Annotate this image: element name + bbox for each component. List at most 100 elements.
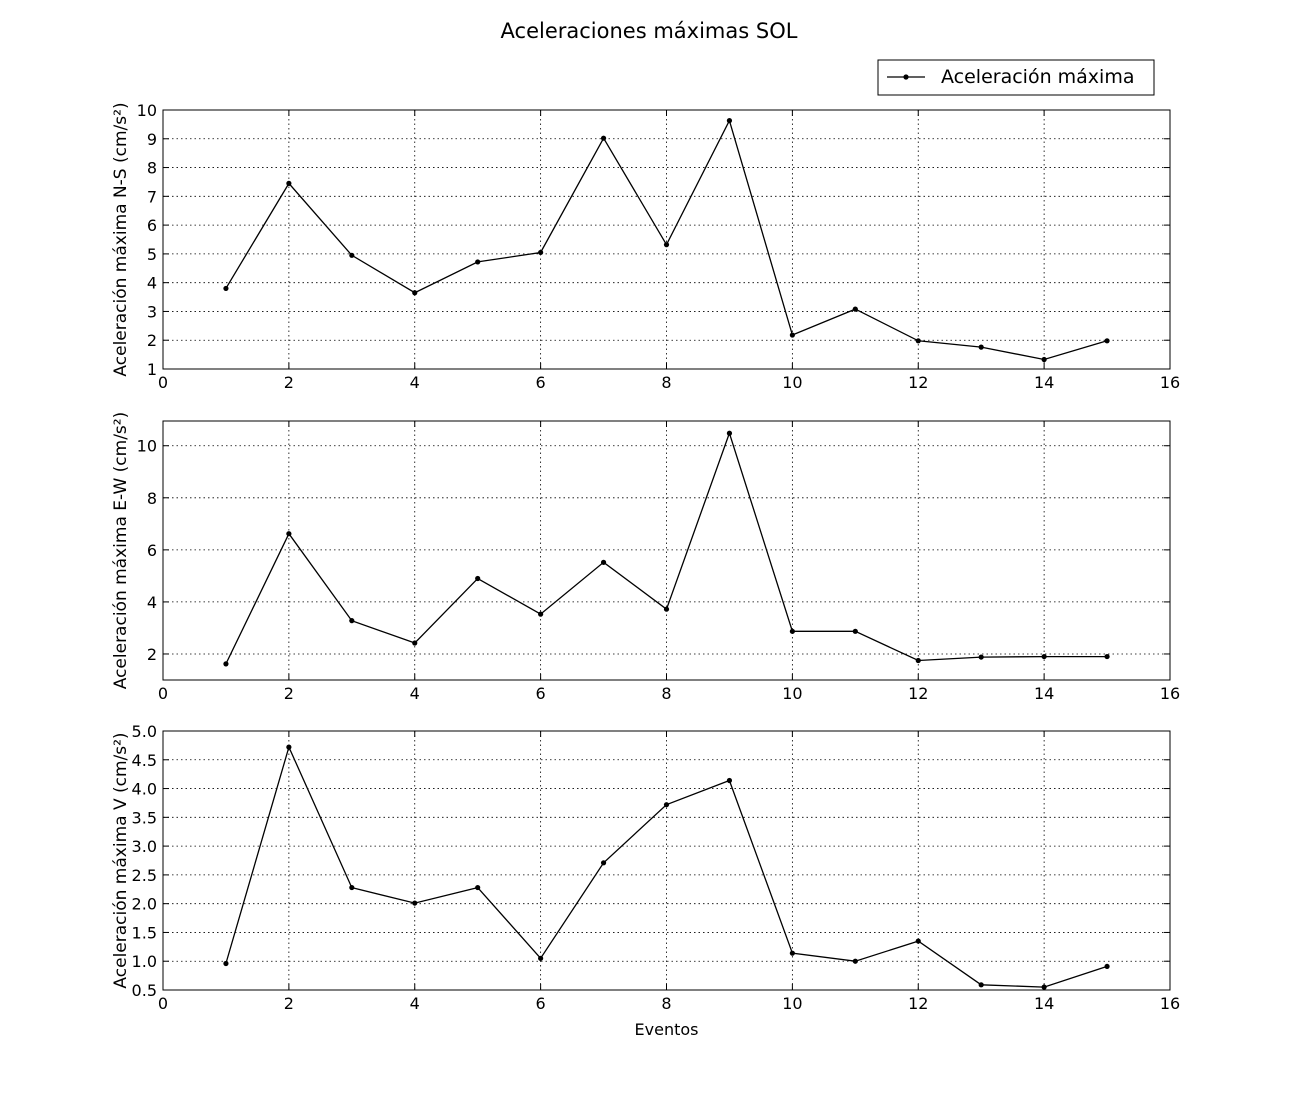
ew-x-tick-label: 8 <box>661 684 671 703</box>
ew-data-point <box>1041 653 1047 660</box>
ns-x-tick-label: 2 <box>284 373 294 392</box>
v-y-tick-label: 1.0 <box>132 952 157 971</box>
v-y-tick-label: 4.5 <box>132 751 157 770</box>
ew-data-point <box>412 640 418 646</box>
ew-data-point <box>663 606 670 612</box>
v-data-point <box>1104 963 1110 970</box>
legend-label: Aceleración máxima <box>941 66 1134 88</box>
ns-x-tick-label: 16 <box>1160 373 1180 392</box>
ew-data-point <box>600 559 607 565</box>
ns-data-point <box>663 242 670 248</box>
v-y-tick-label: 3.5 <box>132 808 157 827</box>
ew-acceleration-panel: 0 2 4 6 8 10 12 14 16 2 4 6 8 10 Aceleración máxima E-… <box>111 412 1180 703</box>
ns-x-tick-label: 6 <box>536 373 546 392</box>
ns-y-tick-label: 2 <box>147 331 157 350</box>
vertical-acceleration-panel: 0 2 4 6 8 10 12 14 16 0.5 1.0 1.5 2.0 2.5 3.0 3.5 4.0 4.5… <box>111 722 1180 1039</box>
ew-axes-frame <box>162 420 1171 681</box>
ns-data-point <box>286 180 292 186</box>
v-data-point <box>475 884 481 891</box>
v-y-tick-label: 2.0 <box>132 895 157 914</box>
v-data-point <box>789 950 795 956</box>
v-data-point <box>223 960 229 967</box>
v-y-tick-label: 5.0 <box>132 722 157 741</box>
v-data-point <box>1041 984 1047 990</box>
ns-data-point <box>789 332 795 338</box>
legend-marker-sample <box>903 74 909 80</box>
ew-y-tick-label: 4 <box>147 593 157 612</box>
v-y-tick-label: 0.5 <box>132 981 157 1000</box>
v-x-tick-label: 16 <box>1160 994 1180 1013</box>
v-x-tick-label: 6 <box>536 994 546 1013</box>
ew-y-axis-label: Aceleración máxima E-W (cm/s²) <box>111 412 131 690</box>
ns-data-point <box>475 259 481 265</box>
ns-x-tick-label: 4 <box>410 373 420 392</box>
ew-data-point <box>852 628 858 634</box>
ew-x-tick-label: 12 <box>908 684 928 703</box>
ew-x-tick-label: 2 <box>284 684 294 703</box>
v-x-tick-label: 8 <box>661 994 671 1013</box>
ns-y-tick-label: 10 <box>137 101 157 120</box>
v-y-tick-label: 4.0 <box>132 780 157 799</box>
ns-data-point <box>915 338 921 344</box>
ns-x-tick-label: 14 <box>1034 373 1054 392</box>
v-x-tick-label: 4 <box>410 994 420 1013</box>
v-data-point <box>663 802 670 808</box>
ew-x-tick-label: 10 <box>782 684 802 703</box>
v-data-point <box>978 982 984 988</box>
v-data-point <box>412 900 418 906</box>
v-data-point <box>726 777 733 784</box>
ns-data-point <box>1041 356 1047 363</box>
v-y-tick-label: 2.5 <box>132 866 157 885</box>
ew-data-point <box>349 618 355 624</box>
ew-data-point <box>475 575 481 582</box>
ns-data-point <box>600 135 607 141</box>
ew-data-point <box>1104 653 1110 660</box>
ns-y-tick-label: 4 <box>147 274 157 293</box>
v-axes-frame <box>162 730 1171 991</box>
v-data-point <box>852 958 858 964</box>
ns-data-point <box>349 252 355 258</box>
v-data-point <box>349 884 355 891</box>
ns-y-axis-label: Aceleración máxima N-S (cm/s²) <box>111 102 131 376</box>
ns-data-point <box>852 306 858 312</box>
ew-data-point <box>978 654 984 660</box>
v-x-axis-label: Eventos <box>635 1020 699 1039</box>
ns-y-tick-label: 1 <box>147 360 157 379</box>
ns-y-tick-label: 5 <box>147 245 157 264</box>
ns-x-tick-label: 0 <box>158 373 168 392</box>
figure-title: Aceleraciones máximas SOL <box>501 19 798 43</box>
ns-x-tick-label: 10 <box>782 373 802 392</box>
v-y-tick-label: 3.0 <box>132 837 157 856</box>
ns-y-tick-label: 8 <box>147 159 157 178</box>
ns-data-point <box>223 285 229 292</box>
ns-y-tick-label: 6 <box>147 216 157 235</box>
ew-data-point <box>286 531 292 537</box>
ew-y-tick-label: 8 <box>147 489 157 508</box>
ew-y-tick-label: 2 <box>147 645 157 664</box>
ew-x-tick-label: 4 <box>410 684 420 703</box>
v-x-tick-label: 0 <box>158 994 168 1013</box>
ns-y-tick-label: 3 <box>147 302 157 321</box>
ns-data-point <box>978 344 984 350</box>
v-data-point <box>915 938 921 944</box>
ew-data-point <box>726 430 733 436</box>
ns-x-tick-label: 12 <box>908 373 928 392</box>
ew-data-point <box>538 611 544 617</box>
v-x-tick-label: 14 <box>1034 994 1054 1013</box>
ns-data-point <box>726 118 733 124</box>
ew-x-tick-label: 16 <box>1160 684 1180 703</box>
ew-data-point <box>789 628 795 634</box>
ew-y-tick-label: 10 <box>137 437 157 456</box>
ns-data-point <box>412 290 418 296</box>
ew-data-point <box>915 657 921 664</box>
ew-x-tick-label: 6 <box>536 684 546 703</box>
ns-y-tick-label: 7 <box>147 187 157 206</box>
ew-x-tick-label: 0 <box>158 684 168 703</box>
ew-data-point <box>223 661 229 667</box>
ns-y-tick-label: 9 <box>147 130 157 149</box>
ns-data-point <box>538 249 544 256</box>
v-y-tick-label: 1.5 <box>132 923 157 942</box>
ew-x-tick-label: 14 <box>1034 684 1054 703</box>
